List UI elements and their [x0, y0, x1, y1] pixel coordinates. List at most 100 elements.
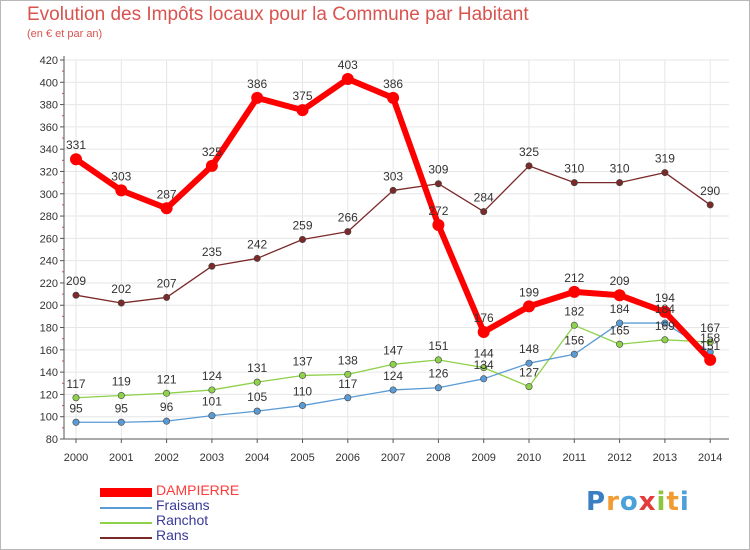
logo-letter: i: [679, 487, 690, 517]
data-point: [298, 371, 306, 379]
data-point: [616, 319, 624, 327]
data-point: [387, 91, 400, 104]
data-point: [253, 407, 261, 415]
data-point: [344, 228, 352, 236]
data-label: 290: [700, 184, 720, 198]
y-tick-label: 420: [40, 55, 58, 67]
data-point: [298, 235, 306, 243]
data-label: 169: [655, 319, 675, 333]
data-point: [434, 384, 442, 392]
y-tick-label: 260: [40, 233, 58, 245]
logo-letter: o: [619, 487, 639, 517]
data-label: 117: [338, 377, 357, 391]
data-point: [208, 386, 216, 394]
data-label: 209: [610, 274, 630, 288]
x-tick-label: 2011: [562, 452, 586, 464]
y-tick-label: 380: [40, 100, 58, 112]
y-tick-label: 160: [40, 345, 58, 357]
data-label: 386: [247, 77, 267, 91]
data-label: 184: [610, 302, 630, 316]
data-point: [570, 321, 578, 329]
data-label: 110: [293, 385, 312, 399]
data-label: 184: [655, 302, 675, 316]
data-point: [160, 202, 173, 215]
y-tick-label: 200: [40, 300, 58, 312]
legend-label: Fraisans: [156, 497, 210, 513]
logo-letter: t: [666, 487, 680, 517]
data-label: 202: [111, 282, 131, 296]
chart-subtitle: (en € et par an): [27, 28, 103, 40]
data-label: 126: [428, 367, 448, 381]
data-point: [163, 389, 171, 397]
data-point: [704, 353, 717, 366]
data-label: 303: [383, 169, 403, 183]
data-label: 259: [292, 218, 312, 232]
y-tick-label: 180: [40, 323, 58, 335]
data-label: 131: [247, 361, 267, 375]
data-point: [525, 383, 533, 391]
data-point: [205, 159, 218, 172]
data-point: [208, 412, 216, 420]
x-tick-label: 2014: [698, 452, 722, 464]
legend-swatch: [100, 537, 152, 539]
data-label: 134: [474, 358, 494, 372]
proxiti-logo: Proxiti: [586, 487, 690, 517]
data-label: 147: [383, 343, 403, 357]
data-label: 127: [519, 366, 539, 380]
data-label: 212: [564, 271, 584, 285]
data-point: [570, 350, 578, 358]
data-point: [208, 262, 216, 270]
legend-label: Rans: [156, 527, 189, 543]
data-point: [389, 360, 397, 368]
legend-label: Ranchot: [156, 512, 209, 528]
data-label: 148: [519, 342, 539, 356]
y-tick-label: 320: [40, 166, 58, 178]
data-label: 137: [292, 354, 312, 368]
legend-swatch: [100, 488, 152, 497]
legend-swatch: [100, 507, 152, 509]
y-tick-label: 340: [40, 144, 58, 156]
data-point: [616, 340, 624, 348]
data-point: [661, 319, 669, 327]
y-tick-label: 100: [40, 412, 58, 424]
data-label: 209: [66, 274, 86, 288]
data-point: [389, 386, 397, 394]
chart-title: Evolution des Impôts locaux pour la Comm…: [27, 4, 529, 25]
data-point: [568, 285, 581, 298]
data-point: [344, 370, 352, 378]
data-label: 95: [69, 401, 83, 415]
data-label: 165: [610, 323, 630, 337]
data-label: 310: [610, 162, 630, 176]
data-label: 325: [202, 145, 222, 159]
x-tick-label: 2012: [607, 452, 631, 464]
y-tick-label: 220: [40, 278, 58, 290]
y-tick-label: 80: [46, 434, 58, 446]
data-point: [525, 359, 533, 367]
data-label: 124: [202, 369, 222, 383]
data-point: [72, 291, 80, 299]
data-point: [658, 305, 671, 318]
x-tick-label: 2005: [290, 452, 314, 464]
data-label: 386: [383, 77, 403, 91]
data-point: [434, 356, 442, 364]
x-tick-label: 2013: [653, 452, 677, 464]
data-point: [480, 375, 488, 383]
data-label: 207: [157, 276, 177, 290]
data-label: 403: [338, 58, 358, 72]
data-point: [434, 180, 442, 188]
data-point: [706, 338, 714, 346]
data-point: [115, 184, 128, 197]
data-label: 121: [157, 372, 177, 386]
data-label: 284: [474, 191, 494, 205]
x-tick-label: 2007: [381, 452, 405, 464]
data-point: [389, 186, 397, 194]
data-label: 151: [428, 339, 448, 353]
data-point: [117, 418, 125, 426]
logo-letter: x: [638, 487, 657, 517]
logo-letter: r: [606, 487, 620, 517]
data-point: [661, 336, 669, 344]
data-label: 303: [111, 169, 131, 183]
data-point: [525, 162, 533, 170]
data-point: [341, 72, 354, 85]
